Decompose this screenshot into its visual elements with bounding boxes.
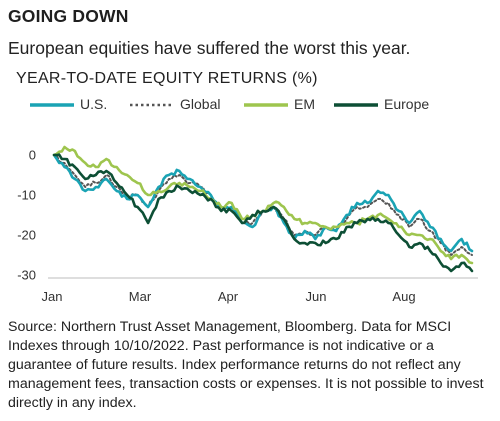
legend-label-europe: Europe: [384, 96, 430, 112]
series-line-global: [53, 154, 473, 256]
legend-swatch-global: [130, 103, 174, 107]
legend-label-us: U.S.: [80, 96, 108, 112]
series-line-europe: [52, 153, 474, 273]
legend-swatch-us: [30, 103, 74, 107]
series-line-us: [52, 153, 474, 253]
chart-headline: GOING DOWN: [8, 6, 129, 26]
x-tick-label: Jun: [306, 289, 327, 304]
x-tick-label: Mar: [129, 289, 152, 304]
x-tick-label: Aug: [392, 289, 415, 304]
chart-title: YEAR-TO-DATE EQUITY RETURNS (%): [16, 70, 318, 87]
legend-label-em: EM: [294, 96, 315, 112]
y-tick-label: 0: [29, 148, 36, 163]
source-note: Source: Northern Trust Asset Management,…: [8, 319, 484, 411]
x-tick-label: Apr: [218, 289, 239, 304]
line-chart: 0 -10 -20 -30 Jan Mar Apr Jun Aug: [17, 145, 478, 304]
legend: U.S. Global EM Europe: [0, 96, 500, 120]
chart-subtitle: European equities have suffered the wors…: [8, 38, 411, 58]
y-tick-label: -20: [17, 228, 36, 243]
legend-swatch-europe: [334, 103, 378, 107]
x-tick-label: Jan: [42, 289, 63, 304]
y-tick-label: -10: [17, 188, 36, 203]
legend-swatch-em: [244, 103, 288, 107]
legend-label-global: Global: [180, 96, 221, 112]
y-tick-label: -30: [17, 268, 36, 283]
